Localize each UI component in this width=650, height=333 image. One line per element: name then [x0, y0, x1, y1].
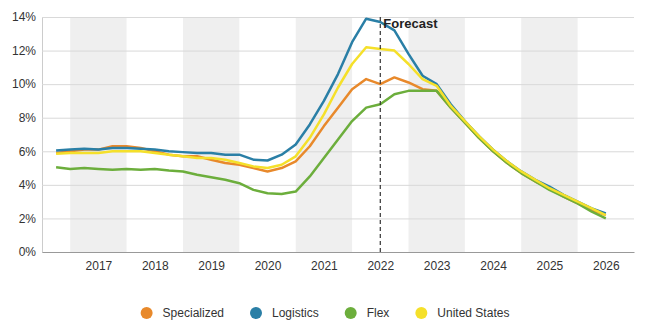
y-tick-label: 10% [12, 77, 36, 91]
x-tick-label: 2026 [593, 259, 620, 273]
x-tick-label: 2017 [86, 259, 113, 273]
legend-swatch [415, 307, 427, 319]
x-tick: 2019 [198, 252, 225, 273]
x-tick-label: 2020 [255, 259, 282, 273]
y-tick-label: 14% [12, 10, 36, 24]
legend-item: Logistics [250, 306, 319, 320]
legend-item: Flex [345, 306, 390, 320]
bands [70, 17, 577, 252]
x-tick-label: 2022 [367, 259, 394, 273]
legend-label: United States [437, 306, 509, 320]
x-tick: 2018 [142, 252, 169, 273]
annotation: Forecast [383, 16, 438, 31]
y-tick: 2% [19, 212, 634, 226]
series-line [56, 47, 606, 215]
y-tick-label: 0% [19, 245, 37, 259]
series-line [56, 19, 606, 214]
y-tick: 12% [12, 44, 634, 58]
grid-line [42, 118, 634, 119]
forecast-line [380, 17, 381, 252]
legend-item: Specialized [141, 306, 224, 320]
x-tick: 2024 [480, 252, 507, 273]
legend-swatch [345, 307, 357, 319]
legend-label: Logistics [272, 306, 319, 320]
grid-line [42, 218, 634, 219]
legend-label: Specialized [163, 306, 224, 320]
grid-line [42, 17, 634, 18]
x-tick-label: 2018 [142, 259, 169, 273]
legend-swatch [141, 307, 153, 319]
x-tick: 2022 [367, 252, 394, 273]
x-tick-label: 2021 [311, 259, 338, 273]
year-band [521, 17, 577, 252]
x-tick-label: 2023 [424, 259, 451, 273]
x-tick-label: 2025 [537, 259, 564, 273]
x-axis-line [43, 252, 635, 253]
x-tick: 2021 [311, 252, 338, 273]
y-axis-line [42, 18, 43, 253]
series-line [56, 91, 606, 219]
x-tick: 2025 [537, 252, 564, 273]
x-tick-label: 2019 [198, 259, 225, 273]
chart: 0%2%4%6%8%10%12%14%201720182019202020212… [0, 0, 650, 333]
grid-line [42, 252, 634, 253]
y-tick: 0% [19, 245, 634, 259]
x-tick: 2023 [424, 252, 451, 273]
y-tick-label: 12% [12, 44, 36, 58]
grid-line [42, 84, 634, 85]
year-band [408, 17, 464, 252]
y-tick-label: 8% [19, 111, 37, 125]
series-line [56, 77, 606, 215]
plot: 0%2%4%6%8%10%12%14%201720182019202020212… [12, 10, 635, 272]
legend-swatch [250, 307, 262, 319]
y-tick-label: 2% [19, 212, 37, 226]
x-tick-label: 2024 [480, 259, 507, 273]
legend: Specialized Logistics Flex United States [141, 306, 510, 320]
year-band [70, 17, 126, 252]
grid-line [42, 51, 634, 52]
x-tick: 2020 [255, 252, 282, 273]
x-tick: 2026 [593, 252, 620, 273]
legend-label: Flex [367, 306, 390, 320]
y-tick-label: 6% [19, 145, 37, 159]
x-axis: 2017 2018 2019 2020 2021 2022 2023 2024 2025 2026 [43, 252, 635, 273]
y-tick: 10% [12, 77, 634, 91]
y-axis: 0% 2% 4% 6% 8% 10% 12% 14% [12, 10, 634, 259]
legend-item: United States [415, 306, 509, 320]
y-tick: 14% [12, 10, 634, 24]
x-tick: 2017 [86, 252, 113, 273]
lines [56, 19, 606, 219]
y-tick-label: 4% [19, 178, 37, 192]
year-band [183, 17, 239, 252]
